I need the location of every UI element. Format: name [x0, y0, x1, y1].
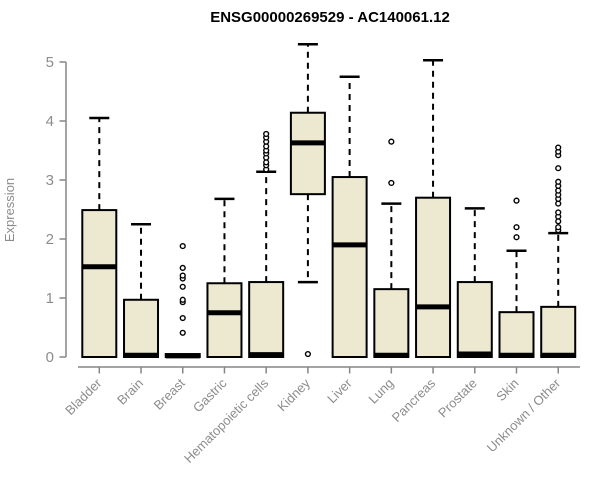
- box-lung: [373, 138, 410, 358]
- box-prostate: [456, 207, 493, 359]
- outlier-point: [555, 178, 562, 185]
- box-breast: [164, 242, 201, 359]
- outlier-point: [263, 130, 270, 138]
- outlier-point: [555, 165, 562, 172]
- box-liver: [331, 75, 368, 358]
- outlier-point: [555, 144, 562, 151]
- y-tick-label: 3: [46, 172, 54, 189]
- outlier-point: [388, 138, 395, 145]
- outlier-point: [179, 264, 186, 272]
- iqr-box: [81, 209, 118, 358]
- outlier-point: [179, 329, 186, 336]
- x-label-kidney: Kidney: [274, 375, 313, 414]
- outlier-point: [179, 272, 186, 279]
- y-tick-label: 2: [46, 231, 54, 248]
- box-kidney: [289, 43, 326, 358]
- outlier-point: [179, 242, 186, 250]
- x-label-brain: Brain: [114, 376, 146, 408]
- outlier-point: [179, 296, 186, 303]
- box-brain: [123, 223, 160, 358]
- outlier-point: [388, 179, 395, 187]
- iqr-box: [248, 281, 285, 359]
- outlier-point: [513, 234, 520, 241]
- iqr-box: [373, 288, 410, 358]
- iqr-box: [331, 176, 368, 358]
- outlier-point: [513, 224, 520, 231]
- y-tick-label: 1: [46, 290, 54, 307]
- x-label-prostate: Prostate: [435, 376, 480, 421]
- box-gastric: [206, 197, 243, 358]
- box-hematopoietic-cells: [248, 130, 285, 359]
- iqr-box: [540, 305, 577, 359]
- iqr-box: [206, 282, 243, 358]
- outlier-point: [555, 224, 562, 231]
- x-label-lung: Lung: [365, 376, 396, 407]
- x-label-bladder: Bladder: [62, 375, 105, 418]
- y-tick-label: 5: [46, 54, 54, 71]
- iqr-box: [415, 196, 452, 358]
- iqr-box: [498, 311, 535, 359]
- y-tick-label: 4: [46, 113, 54, 130]
- x-label-pancreas: Pancreas: [389, 375, 439, 425]
- box-pancreas: [415, 58, 452, 358]
- x-label-liver: Liver: [324, 375, 355, 406]
- outlier-point: [555, 209, 562, 216]
- box-bladder: [81, 116, 118, 358]
- iqr-box: [289, 111, 326, 196]
- box-skin: [498, 197, 535, 359]
- y-tick-label: 0: [46, 349, 54, 366]
- iqr-box: [123, 298, 160, 358]
- chart-title: ENSG00000269529 - AC140061.12: [210, 9, 450, 26]
- outlier-point: [304, 350, 312, 358]
- outlier-point: [513, 197, 520, 204]
- x-label-gastric: Gastric: [190, 375, 230, 415]
- x-label-skin: Skin: [493, 376, 521, 404]
- x-label-breast: Breast: [151, 375, 188, 412]
- outlier-point: [179, 283, 186, 290]
- x-label-unknown-other: Unknown / Other: [484, 375, 564, 455]
- y-axis-label: Expression: [2, 178, 17, 242]
- box-unknown-other: [540, 144, 577, 359]
- outlier-point: [179, 314, 186, 322]
- iqr-box: [456, 281, 493, 359]
